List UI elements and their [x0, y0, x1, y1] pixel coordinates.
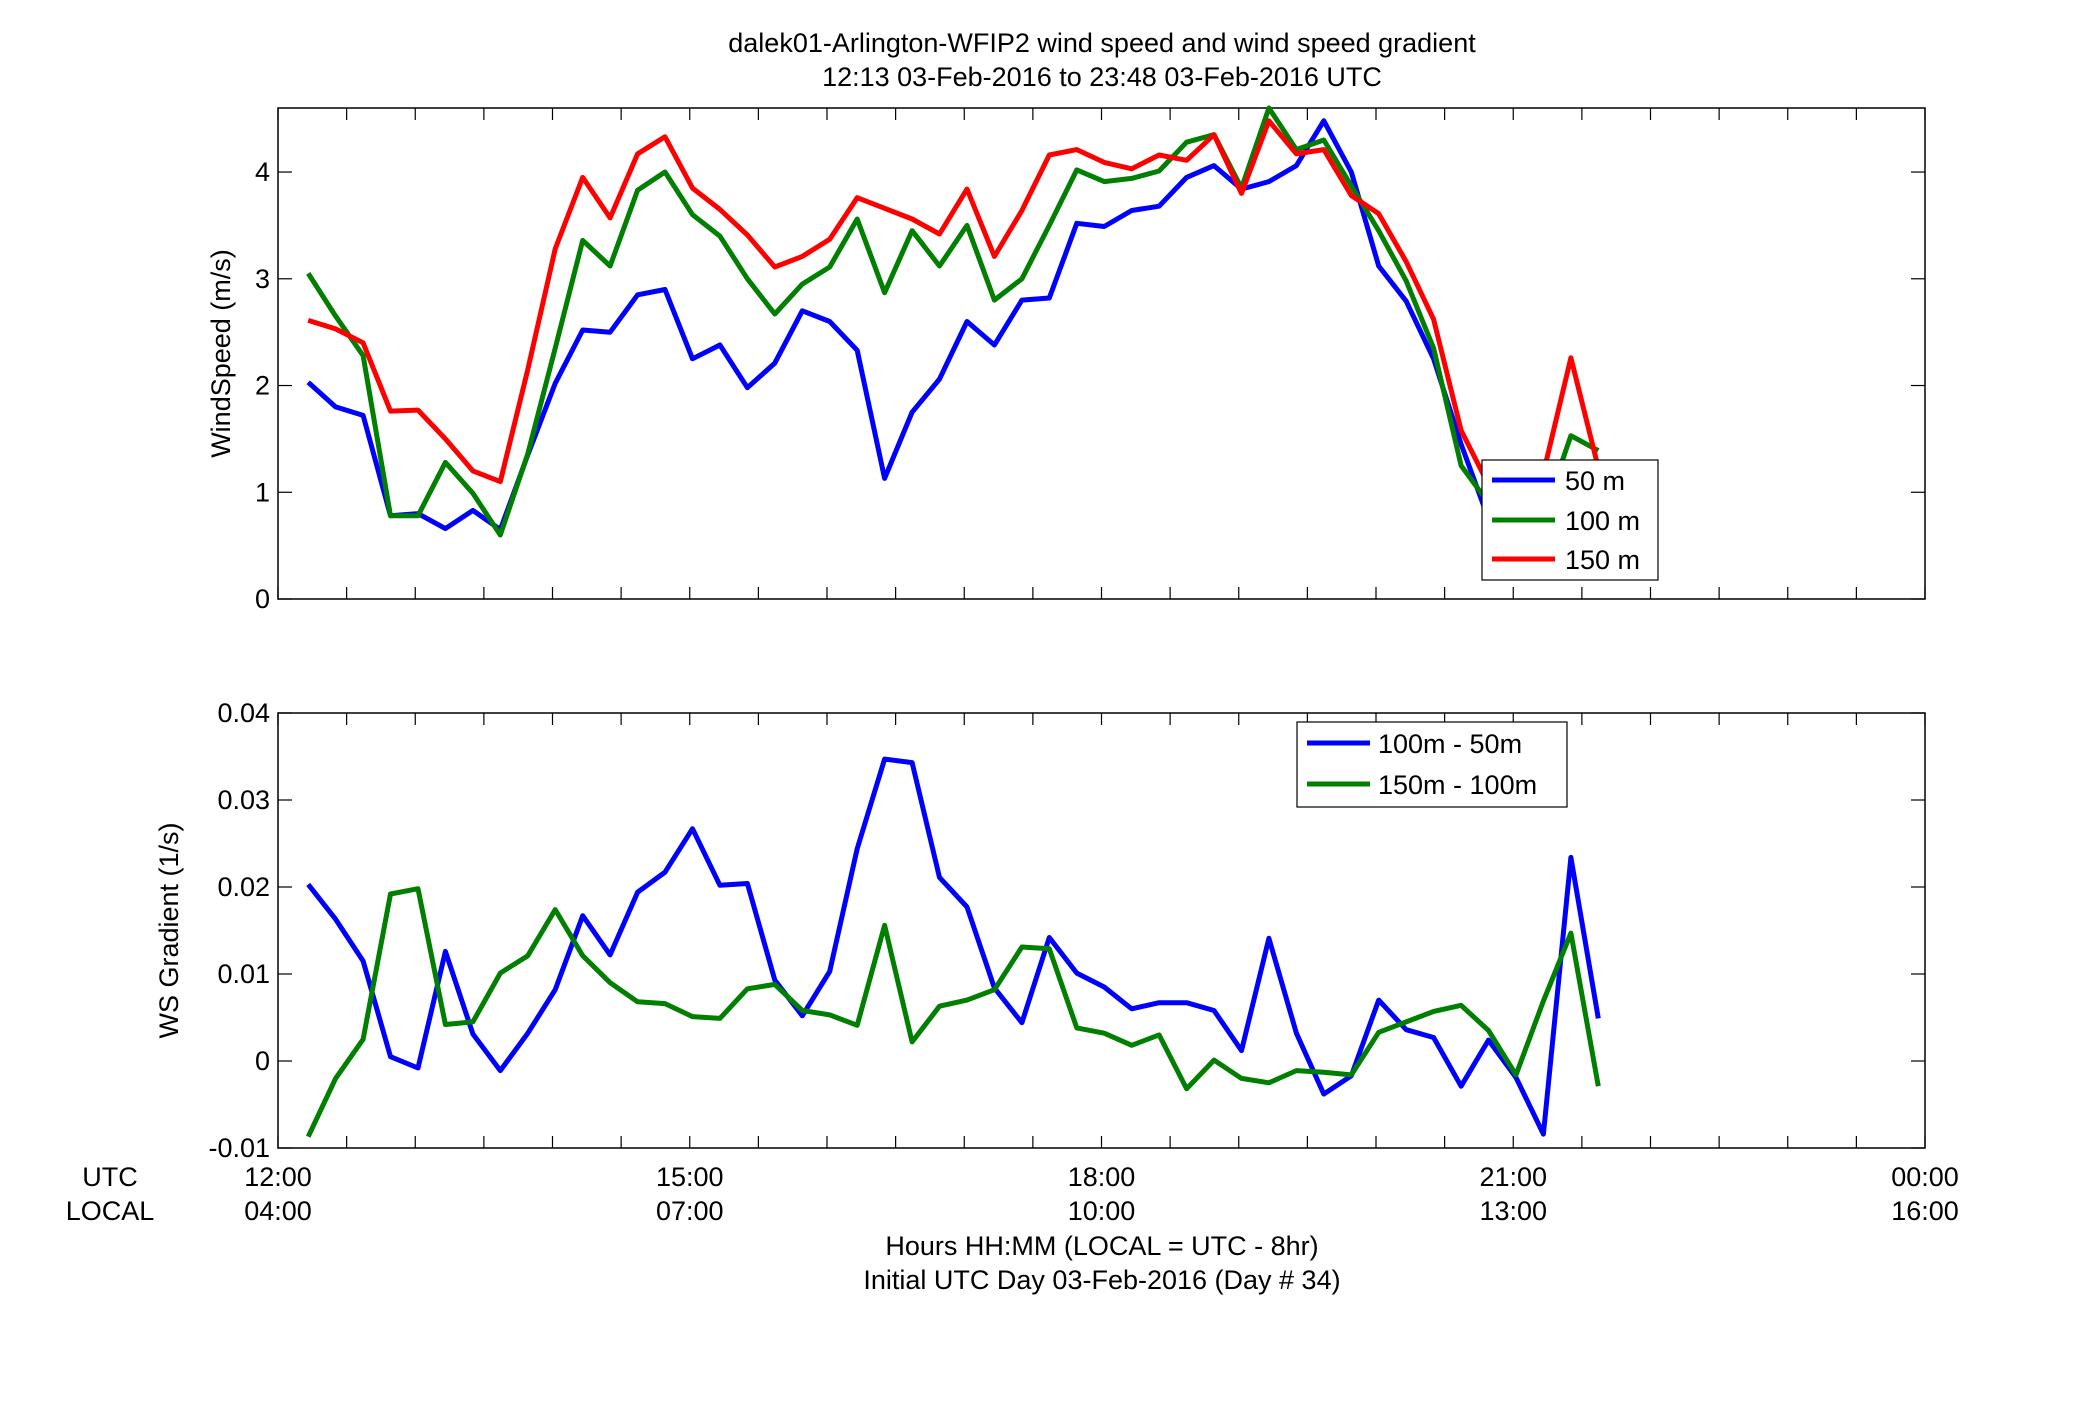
gradient-series-2 [305, 886, 1601, 1138]
utc-tick-label: 21:00 [1479, 1162, 1547, 1192]
local-tick-label: 04:00 [244, 1196, 312, 1226]
legend-label-100m: 100 m [1565, 506, 1640, 536]
utc-tick-label: 12:00 [244, 1162, 312, 1192]
gradient-ytick-label: 0.02 [217, 872, 270, 902]
windspeed-series-lines [306, 105, 1601, 562]
gradient-ytick-label: 0.03 [217, 785, 270, 815]
windspeed-ticks: 0 1 2 3 4 [255, 108, 1926, 614]
windspeed-ytick-label: 0 [255, 584, 270, 614]
gradient-legend-box [1296, 721, 1568, 808]
utc-tick-label: 18:00 [1068, 1162, 1136, 1192]
windspeed-ytick-label: 3 [255, 264, 270, 294]
local-row-label: LOCAL [66, 1196, 155, 1226]
legend-label-150m-100m: 150m - 100m [1378, 770, 1537, 800]
local-tick-label: 13:00 [1479, 1196, 1547, 1226]
gradient-ylabel: WS Gradient (1/s) [154, 822, 184, 1038]
x-axis-label-line2: Initial UTC Day 03-Feb-2016 (Day # 34) [863, 1265, 1340, 1295]
windspeed-legend: 50 m 100 m 150 m [1481, 459, 1659, 581]
local-tick-label: 10:00 [1068, 1196, 1136, 1226]
gradient-ticks: -0.01 0 0.01 0.02 0.03 0.04 [208, 698, 1926, 1163]
utc-tick-label: 00:00 [1891, 1162, 1959, 1192]
utc-tick-label: 15:00 [656, 1162, 724, 1192]
legend-label-150m: 150 m [1565, 545, 1640, 575]
gradient-ytick-label: 0 [255, 1046, 270, 1076]
windspeed-ytick-label: 2 [255, 371, 270, 401]
x-axis-tick-labels: 12:00 04:00 15:00 07:00 18:00 10:00 21:00 13:00… [244, 1162, 1959, 1226]
gradient-ytick-label: 0.01 [217, 959, 270, 989]
x-axis-label-line1: Hours HH:MM (LOCAL = UTC - 8hr) [885, 1231, 1318, 1261]
gradient-series-1 [306, 756, 1601, 1137]
legend-label-50m: 50 m [1565, 466, 1625, 496]
windspeed-series-2 [306, 105, 1600, 538]
gradient-ytick-label: 0.04 [217, 698, 270, 728]
gradient-legend: 100m - 50m 150m - 100m [1296, 721, 1568, 808]
chart-title-line1: dalek01-Arlington-WFIP2 wind speed and w… [728, 28, 1476, 58]
gradient-series-lines [305, 756, 1601, 1138]
gradient-ytick-label: -0.01 [208, 1133, 270, 1163]
windspeed-ylabel: WindSpeed (m/s) [206, 249, 236, 458]
windspeed-plot: 0 1 2 3 4 WindSpeed (m/s) 50 m 100 m 150 m [206, 105, 1926, 614]
windspeed-series-3 [307, 118, 1601, 527]
gradient-plot: -0.01 0 0.01 0.02 0.03 0.04 WS Gradient (1/s)… [154, 698, 1926, 1163]
local-tick-label: 16:00 [1891, 1196, 1959, 1226]
local-tick-label: 07:00 [656, 1196, 724, 1226]
windspeed-ytick-label: 1 [255, 477, 270, 507]
legend-label-100m-50m: 100m - 50m [1378, 729, 1522, 759]
windspeed-ytick-label: 4 [255, 157, 270, 187]
utc-row-label: UTC [82, 1162, 138, 1192]
chart-title-line2: 12:13 03-Feb-2016 to 23:48 03-Feb-2016 U… [822, 62, 1382, 92]
